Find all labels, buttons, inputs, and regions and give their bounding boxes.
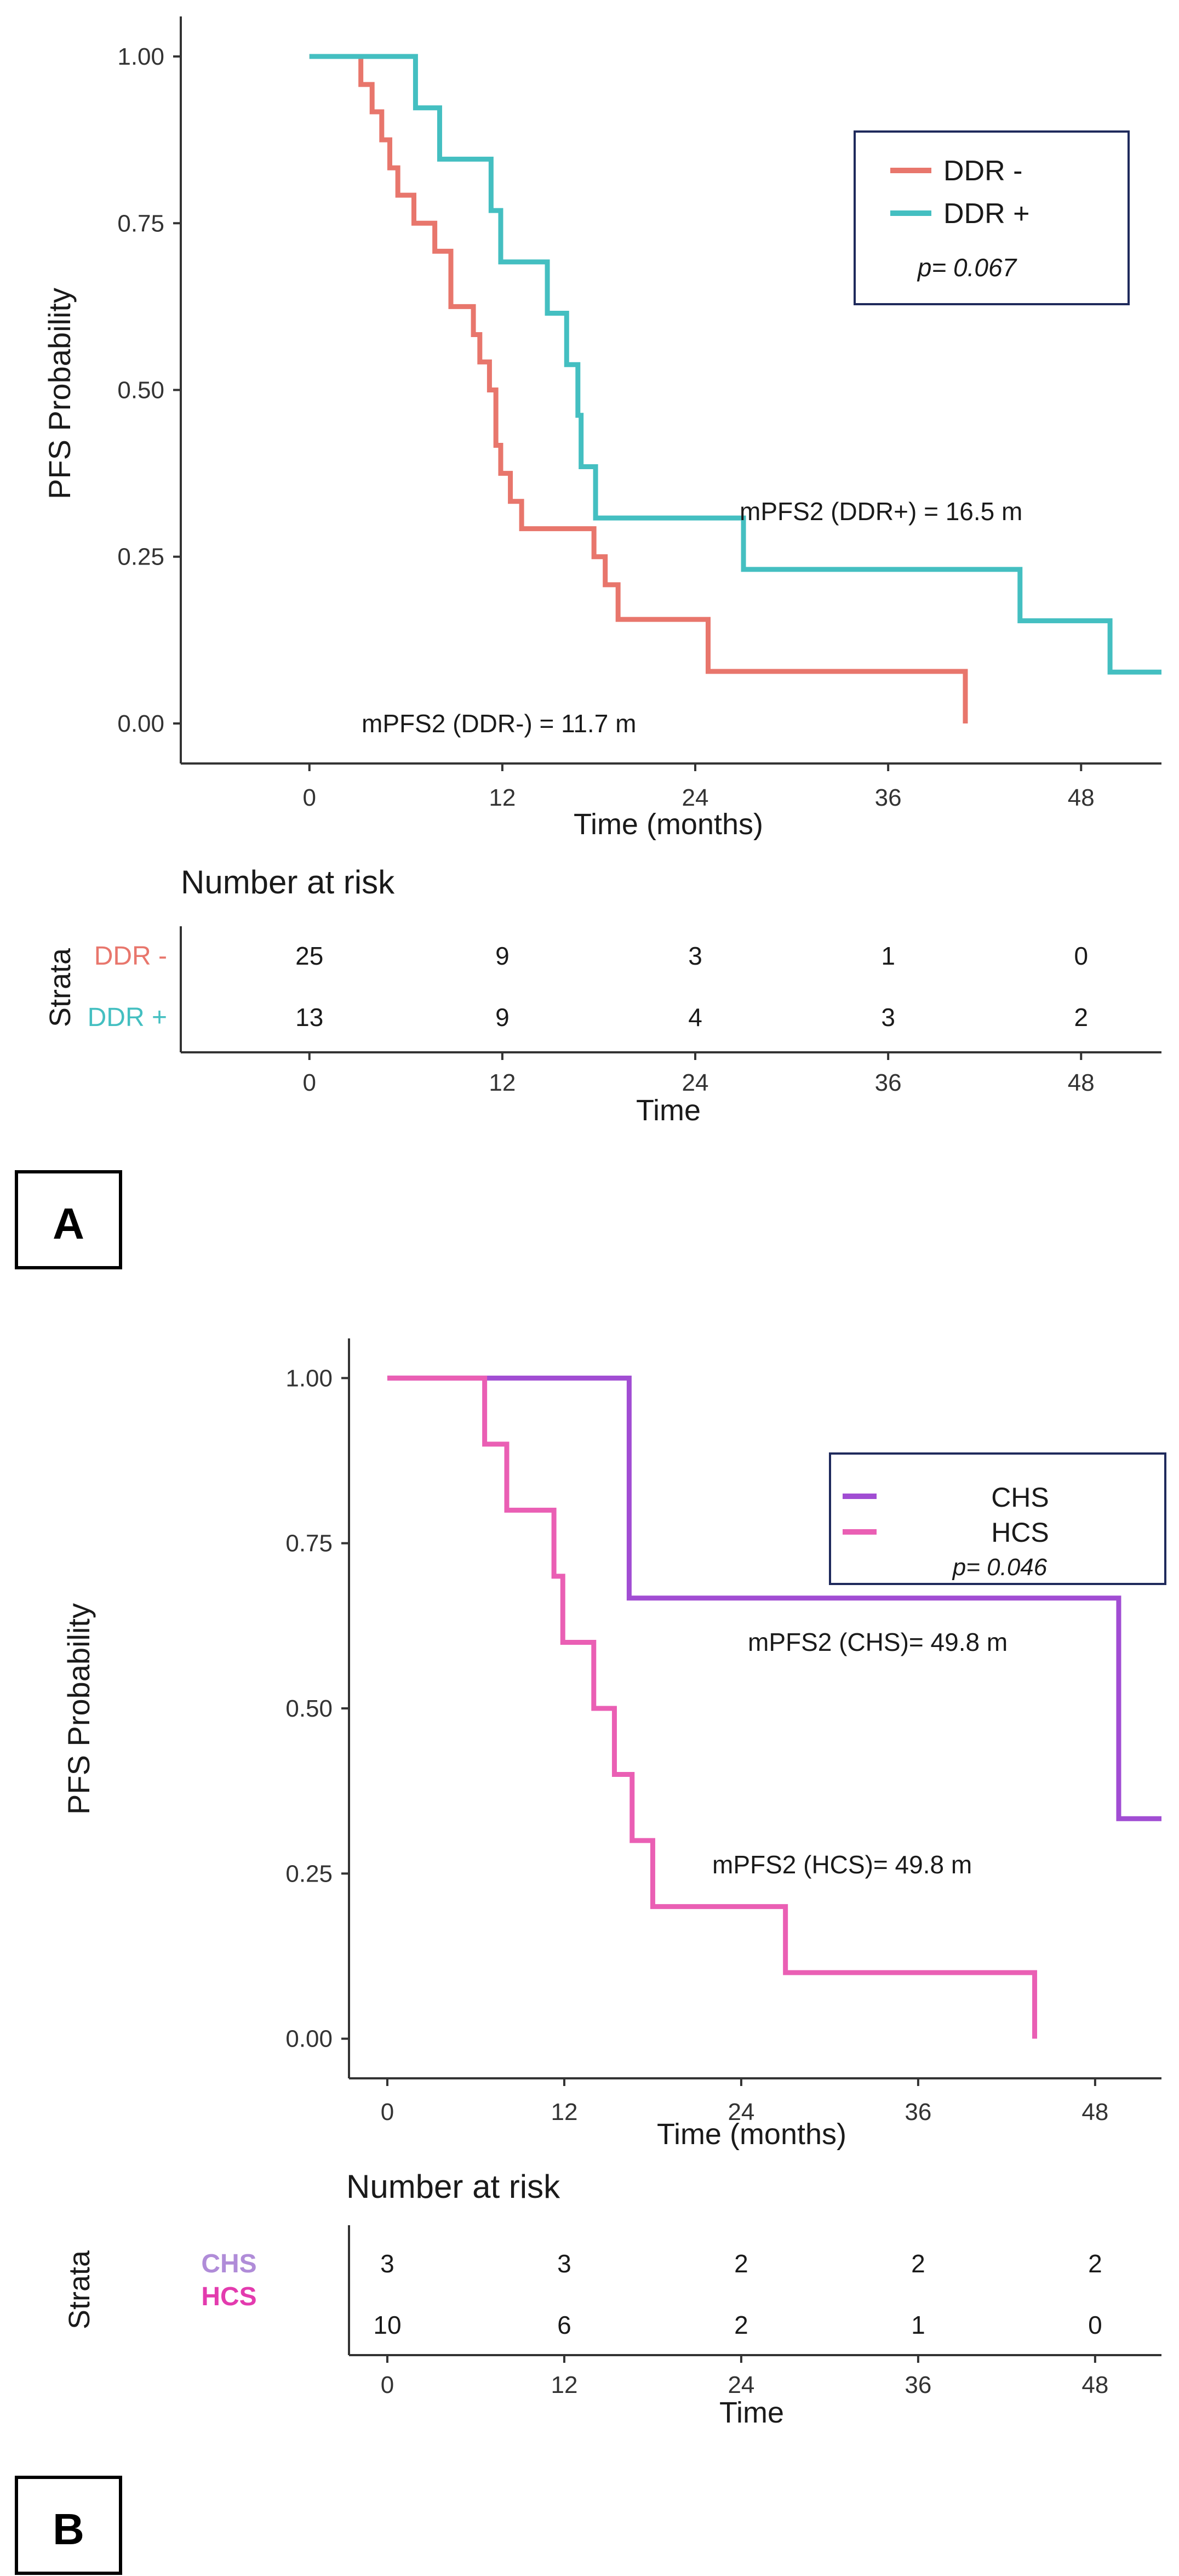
panel-a-legend-pvalue: p= 0.067	[917, 253, 1017, 282]
panel-b-x-tick-label: 0	[381, 2099, 394, 2125]
panel-a-risk-cell: 9	[495, 1003, 510, 1031]
panel-b-y-axis-title: PFS Probability	[61, 1603, 96, 1815]
panel-b-risk-cell: 3	[557, 2249, 571, 2278]
panel-b-x-tick-label: 36	[905, 2099, 931, 2125]
panel-a-risk-cell: 25	[295, 942, 323, 970]
panel-a-y-axis-title: PFS Probability	[42, 288, 77, 499]
panel-b-risk-table-title: Number at risk	[346, 2168, 560, 2205]
panel-b-risk-cell: 10	[373, 2311, 401, 2339]
panel-b-risk-cell: 2	[911, 2249, 925, 2278]
panel-b-km-curve-chs	[387, 1375, 1161, 1821]
panel-b-y-tick-label: 0.50	[285, 1695, 333, 1722]
panel-a-risk-x-tick-label: 0	[303, 1069, 316, 1096]
panel-b-risk-x-axis-title: Time	[719, 2396, 784, 2429]
panel-b: 0.000.250.500.751.000 12 24 36 48 PFS Probab…	[15, 1338, 1166, 2575]
panel-b-label: B	[53, 2505, 84, 2554]
panel-a-y-tick-label: 0.50	[117, 377, 164, 404]
panel-a-risk-cell: 4	[688, 1003, 702, 1031]
panel-a-risk-cell: 1	[881, 942, 895, 970]
panel-a-label: A	[53, 1199, 84, 1248]
panel-b-x-tick-label: 48	[1081, 2099, 1108, 2125]
panel-a-risk-cell: 3	[688, 942, 702, 970]
panel-a-risk-x-axis-title: Time	[636, 1094, 701, 1127]
panel-b-risk-x-tick-label: 24	[728, 2372, 754, 2398]
panel-b-risk-x-tick-label: 48	[1081, 2372, 1108, 2398]
panel-a-risk-cell: 0	[1074, 942, 1088, 970]
panel-b-legend-label-hcs: HCS	[991, 1517, 1049, 1548]
panel-b-plot-marks: 0.00 0.25 0.50 0.75 1.00 0 12 24 36 48	[285, 1365, 1161, 2125]
panel-b-risk-strata-label: Strata	[63, 2250, 96, 2329]
panel-b-risk-cells: 3 3 2 2 210 6 2 1 00 12 24 36 48	[373, 2249, 1108, 2398]
panel-a-annotation-mpfs2-ddr-neg: mPFS2 (DDR-) = 11.7 m	[362, 709, 636, 738]
panel-b-y-tick-label: 0.75	[285, 1530, 333, 1557]
panel-b-x-axis-title: Time (months)	[657, 2118, 846, 2151]
panel-b-risk-cell: 2	[1088, 2249, 1102, 2278]
panel-b-x-tick-label: 12	[551, 2099, 577, 2125]
panel-b-y-tick-label: 0.00	[285, 2026, 333, 2053]
panel-b-legend-pvalue: p= 0.046	[952, 1554, 1048, 1581]
panel-b-legend-label-chs: CHS	[991, 1482, 1049, 1513]
panel-b-risk-x-tick-label: 36	[905, 2372, 931, 2398]
panel-b-risk-row-label-hcs: HCS	[201, 2282, 256, 2311]
panel-a-km-curve-ddr-pos	[309, 54, 1161, 675]
panel-a-risk-strata-label: Strata	[44, 948, 77, 1027]
panel-b-risk-x-tick-label: 12	[551, 2372, 577, 2398]
panel-a-x-tick-label: 48	[1068, 784, 1095, 811]
panel-b-risk-cell: 2	[734, 2311, 748, 2339]
panel-b-km-curve-hcs	[387, 1375, 1038, 2039]
panel-a-x-tick-label: 36	[875, 784, 902, 811]
panel-b-annotation-mpfs2-chs: mPFS2 (CHS)= 49.8 m	[748, 1628, 1008, 1656]
panel-b-label-box	[15, 2476, 122, 2575]
panel-a-risk-x-tick-label: 24	[682, 1069, 709, 1096]
panel-a-x-tick-label: 24	[682, 784, 709, 811]
panel-a-risk-row-label-ddr-pos: DDR +	[88, 1003, 167, 1032]
panel-b-legend-box	[829, 1452, 1166, 1585]
panel-b-risk-cell: 3	[380, 2249, 394, 2278]
panel-a-risk-x-tick-label: 12	[489, 1069, 516, 1096]
panel-a-x-tick-label: 0	[303, 784, 316, 811]
panel-a-x-axis-title: Time (months)	[574, 808, 763, 841]
panel-b-y-tick-label: 0.25	[285, 1860, 333, 1887]
panel-a-risk-cell: 3	[881, 1003, 895, 1031]
panel-a-risk-cell: 13	[295, 1003, 323, 1031]
panel-b-risk-x-tick-label: 0	[381, 2372, 394, 2398]
panel-a-x-tick-label: 12	[489, 784, 516, 811]
panel-a-risk-row-label-ddr-neg: DDR -	[94, 942, 167, 971]
panel-b-risk-cell: 1	[911, 2311, 925, 2339]
panel-a-risk-cells: 25 9 3 1 0 13 9 4 3 2 0 12 24 36 48	[295, 942, 1095, 1096]
panel-a-plot-marks: 0.00 0.25 0.50 0.75 1.00 0 12 24 36 48	[117, 43, 1161, 811]
panel-a-y-tick-label: 0.25	[117, 544, 164, 571]
panel-a-y-tick-label: 0.00	[117, 710, 164, 737]
panel-b-x-tick-label: 24	[728, 2099, 754, 2125]
panel-b-annotation-mpfs2-hcs: mPFS2 (HCS)= 49.8 m	[712, 1850, 972, 1879]
panel-a-risk-x-tick-label: 36	[875, 1069, 902, 1096]
panel-a-km-curve-ddr-neg	[309, 54, 968, 723]
panel-a-y-tick-label: 0.75	[117, 210, 164, 237]
panel-b-risk-row-label-chs: CHS	[201, 2249, 256, 2278]
panel-a-risk-cell: 2	[1074, 1003, 1088, 1031]
panel-a-risk-x-tick-label: 48	[1068, 1069, 1095, 1096]
panel-b-y-tick-label: 1.00	[285, 1365, 333, 1392]
panel-a-y-tick-label: 1.00	[117, 43, 164, 70]
panel-b-risk-cell: 0	[1088, 2311, 1102, 2339]
panel-a-label-box	[15, 1170, 122, 1269]
panel-a: 0.000.250.500.751.000 12 24 36 48 PFS Probab…	[15, 16, 1161, 1269]
panel-b-risk-cell: 2	[734, 2249, 748, 2278]
panel-a-legend-label-ddr-pos: DDR +	[943, 198, 1029, 230]
panel-a-legend-box	[854, 130, 1130, 305]
panel-a-risk-table-title: Number at risk	[181, 864, 395, 901]
panel-a-annotation-mpfs2-ddr-pos: mPFS2 (DDR+) = 16.5 m	[740, 497, 1022, 526]
panel-a-legend-label-ddr-neg: DDR -	[943, 155, 1022, 187]
panel-a-risk-cell: 9	[495, 942, 510, 970]
panel-b-risk-cell: 6	[557, 2311, 571, 2339]
